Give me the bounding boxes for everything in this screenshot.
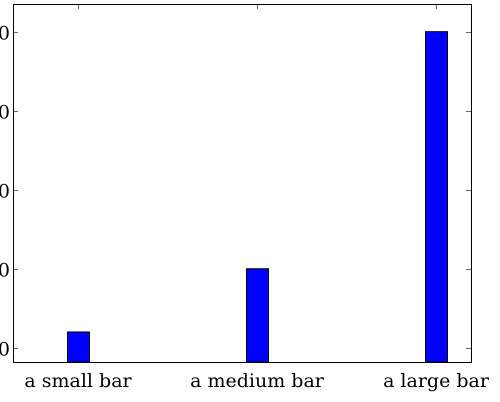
y-tick-label: 50 bbox=[0, 260, 10, 282]
y-tick-label: 60 bbox=[0, 181, 10, 203]
bars bbox=[67, 31, 448, 363]
x-category-label: a large bar bbox=[383, 370, 490, 392]
plot-frame bbox=[13, 4, 472, 363]
y-tick-labels: 40 50 60 70 80 bbox=[0, 23, 10, 361]
y-tick-label: 70 bbox=[0, 102, 10, 124]
y-tick-label: 80 bbox=[0, 23, 10, 45]
bar bbox=[246, 268, 269, 363]
y-tick-label: 40 bbox=[0, 339, 10, 361]
x-category-label: a small bar bbox=[24, 370, 132, 392]
bar bbox=[67, 331, 90, 363]
tick-marks bbox=[13, 4, 471, 362]
x-category-label: a medium bar bbox=[190, 370, 325, 392]
x-category-labels: a small bar a medium bar a large bar bbox=[24, 370, 489, 392]
bar bbox=[425, 31, 448, 363]
